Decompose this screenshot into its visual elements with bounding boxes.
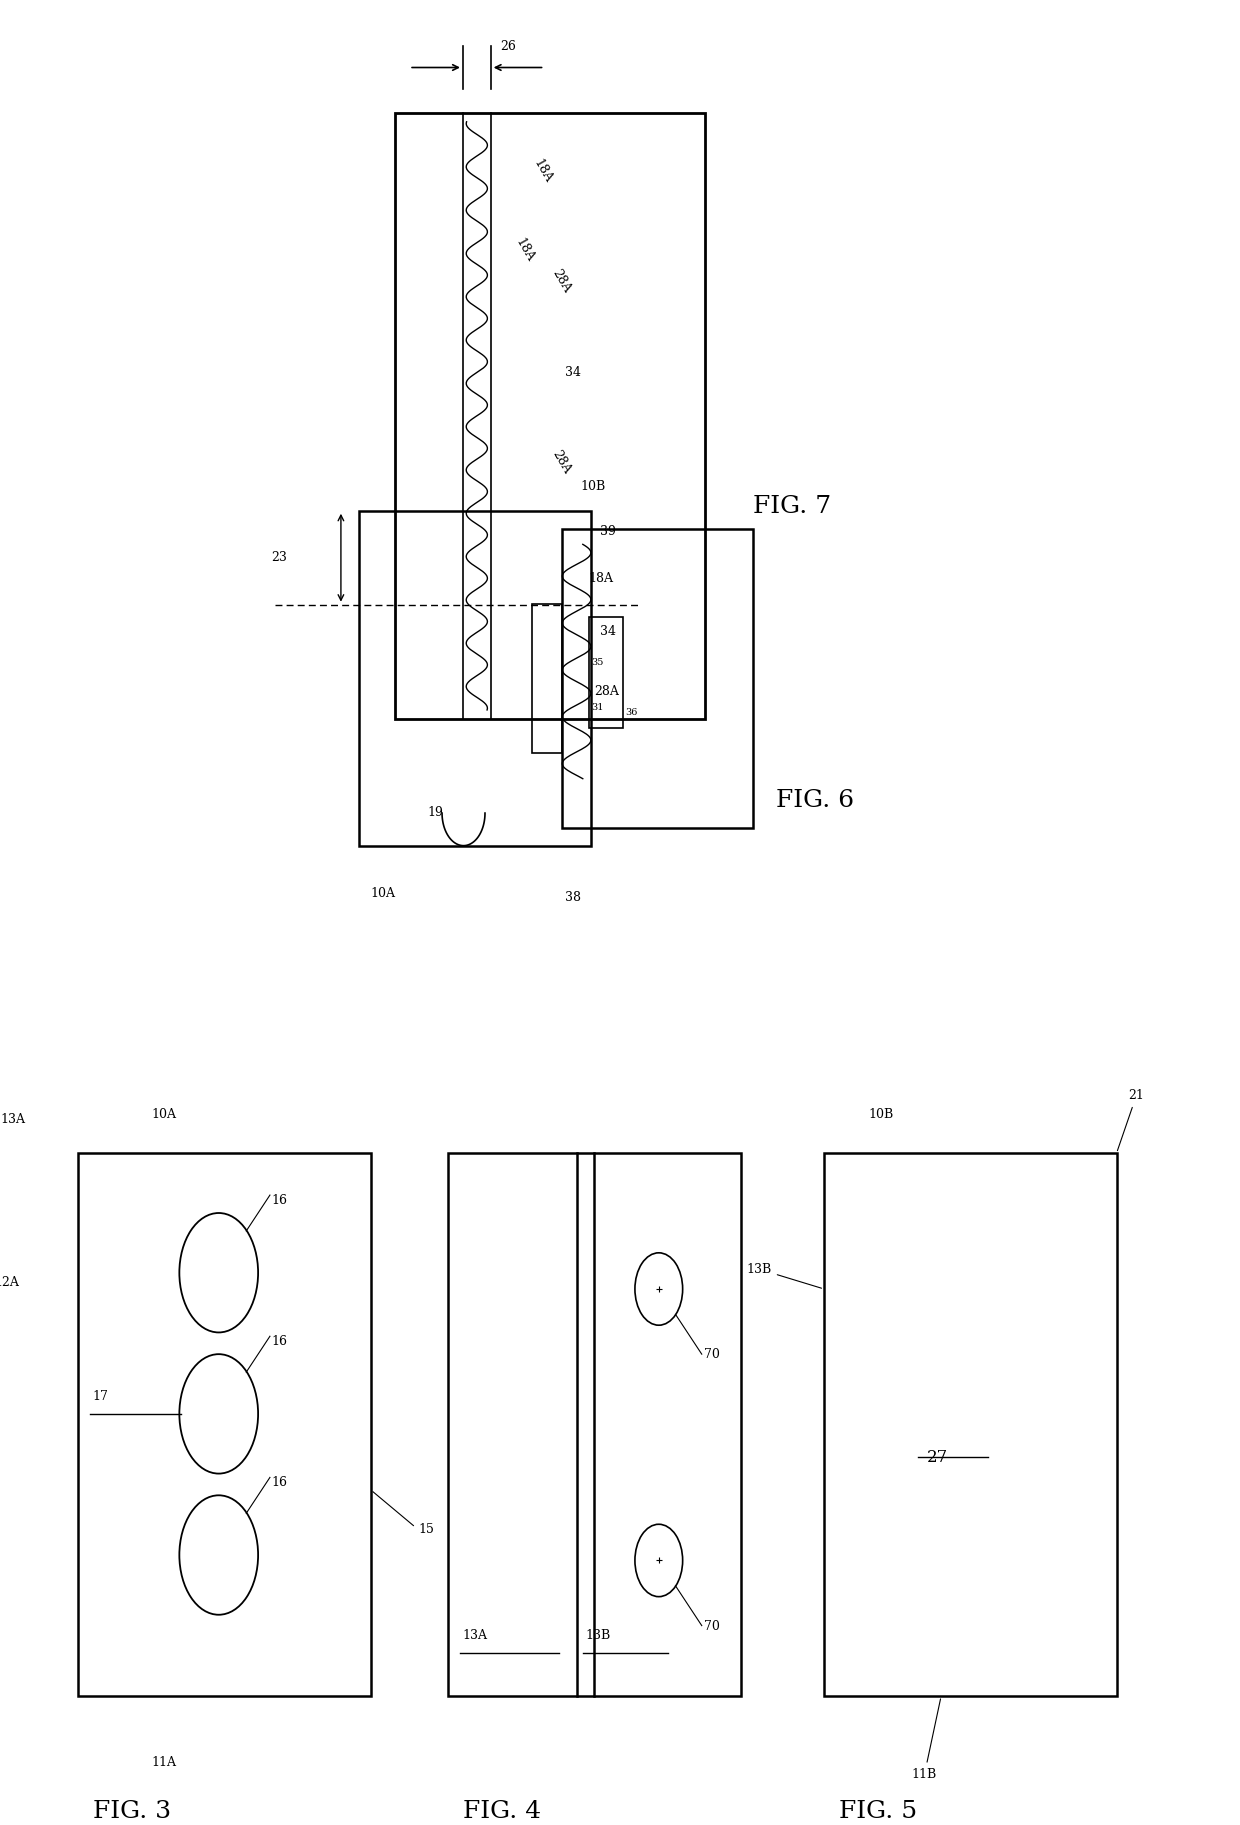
Text: 38: 38 bbox=[564, 891, 580, 903]
Text: FIG. 6: FIG. 6 bbox=[776, 788, 854, 812]
Text: 13B: 13B bbox=[585, 1630, 610, 1643]
Text: 13A: 13A bbox=[1, 1113, 26, 1126]
Bar bbox=[358, 511, 591, 845]
Text: 10B: 10B bbox=[580, 480, 606, 493]
Text: 10A: 10A bbox=[151, 1108, 176, 1121]
Text: 18A: 18A bbox=[589, 571, 614, 584]
Text: 34: 34 bbox=[565, 367, 582, 380]
Text: 18A: 18A bbox=[531, 157, 554, 186]
Text: 70: 70 bbox=[704, 1621, 720, 1633]
Text: 11A: 11A bbox=[151, 1756, 176, 1768]
Text: 28A: 28A bbox=[549, 449, 573, 476]
Bar bbox=[589, 617, 622, 728]
Text: FIG. 5: FIG. 5 bbox=[838, 1799, 916, 1823]
Text: 13A: 13A bbox=[463, 1630, 487, 1643]
Text: 28A: 28A bbox=[549, 266, 573, 294]
Bar bbox=[78, 1153, 371, 1695]
Text: 10A: 10A bbox=[371, 887, 396, 900]
Text: 10B: 10B bbox=[868, 1108, 893, 1121]
Text: 19: 19 bbox=[428, 805, 444, 818]
Text: 15: 15 bbox=[373, 1491, 434, 1537]
Bar bbox=[825, 1153, 1116, 1695]
Text: 23: 23 bbox=[272, 551, 288, 564]
Text: 13B: 13B bbox=[746, 1263, 822, 1288]
Text: 36: 36 bbox=[625, 708, 637, 717]
Text: 21: 21 bbox=[1117, 1090, 1145, 1152]
Text: 39: 39 bbox=[600, 524, 616, 538]
Text: 34: 34 bbox=[600, 626, 616, 639]
Text: FIG. 7: FIG. 7 bbox=[753, 495, 831, 518]
Text: 27: 27 bbox=[926, 1449, 947, 1465]
Text: FIG. 4: FIG. 4 bbox=[463, 1799, 541, 1823]
Text: 11B: 11B bbox=[911, 1699, 940, 1781]
Text: 16: 16 bbox=[272, 1476, 288, 1489]
Text: 18A: 18A bbox=[512, 235, 536, 265]
Bar bbox=[394, 113, 704, 719]
Text: 12A: 12A bbox=[0, 1276, 20, 1288]
Bar bbox=[532, 604, 562, 754]
Text: 26: 26 bbox=[501, 40, 517, 53]
Text: FIG. 3: FIG. 3 bbox=[93, 1799, 171, 1823]
Bar bbox=[562, 529, 753, 827]
Text: 35: 35 bbox=[591, 657, 604, 666]
Text: 17: 17 bbox=[93, 1391, 109, 1403]
Text: 28A: 28A bbox=[594, 686, 619, 699]
Text: 31: 31 bbox=[591, 703, 604, 712]
Text: 70: 70 bbox=[704, 1349, 720, 1361]
Text: 16: 16 bbox=[272, 1336, 288, 1349]
Text: 16: 16 bbox=[272, 1194, 288, 1206]
Bar bbox=[449, 1153, 740, 1695]
